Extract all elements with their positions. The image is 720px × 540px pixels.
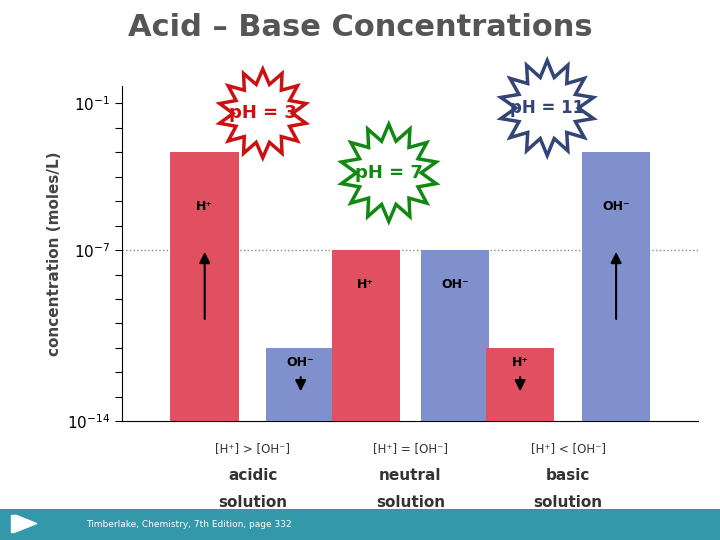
Text: solution: solution xyxy=(218,495,287,510)
Text: OH⁻: OH⁻ xyxy=(441,278,469,291)
Text: [H⁺] = [OH⁻]: [H⁺] = [OH⁻] xyxy=(373,442,448,455)
Text: OH⁻: OH⁻ xyxy=(287,356,315,369)
Text: pH = 11: pH = 11 xyxy=(510,99,584,117)
Text: acidic: acidic xyxy=(228,468,277,483)
Text: Timberlake, Chemistry, 7th Edition, page 332: Timberlake, Chemistry, 7th Edition, page… xyxy=(86,520,292,529)
Y-axis label: concentration (moles/L): concentration (moles/L) xyxy=(47,152,62,356)
Text: pH = 3: pH = 3 xyxy=(229,104,297,123)
Text: [H⁺] < [OH⁻]: [H⁺] < [OH⁻] xyxy=(531,442,606,455)
Text: OH⁻: OH⁻ xyxy=(603,200,630,213)
Text: pH = 7: pH = 7 xyxy=(355,164,423,182)
Bar xyxy=(420,250,490,421)
Text: H⁺: H⁺ xyxy=(196,200,213,213)
Bar xyxy=(331,250,400,421)
Text: H⁺: H⁺ xyxy=(512,356,528,369)
Bar xyxy=(486,348,554,421)
Text: neutral: neutral xyxy=(379,468,441,483)
Text: H⁺: H⁺ xyxy=(357,278,374,291)
Text: basic: basic xyxy=(546,468,590,483)
Text: [H⁺] > [OH⁻]: [H⁺] > [OH⁻] xyxy=(215,442,290,455)
Bar xyxy=(11,515,14,532)
Text: Acid – Base Concentrations: Acid – Base Concentrations xyxy=(127,14,593,43)
Bar xyxy=(171,152,239,421)
Bar xyxy=(582,152,650,421)
Polygon shape xyxy=(15,515,37,532)
Bar xyxy=(266,348,335,421)
Text: solution: solution xyxy=(376,495,445,510)
Text: solution: solution xyxy=(534,495,603,510)
